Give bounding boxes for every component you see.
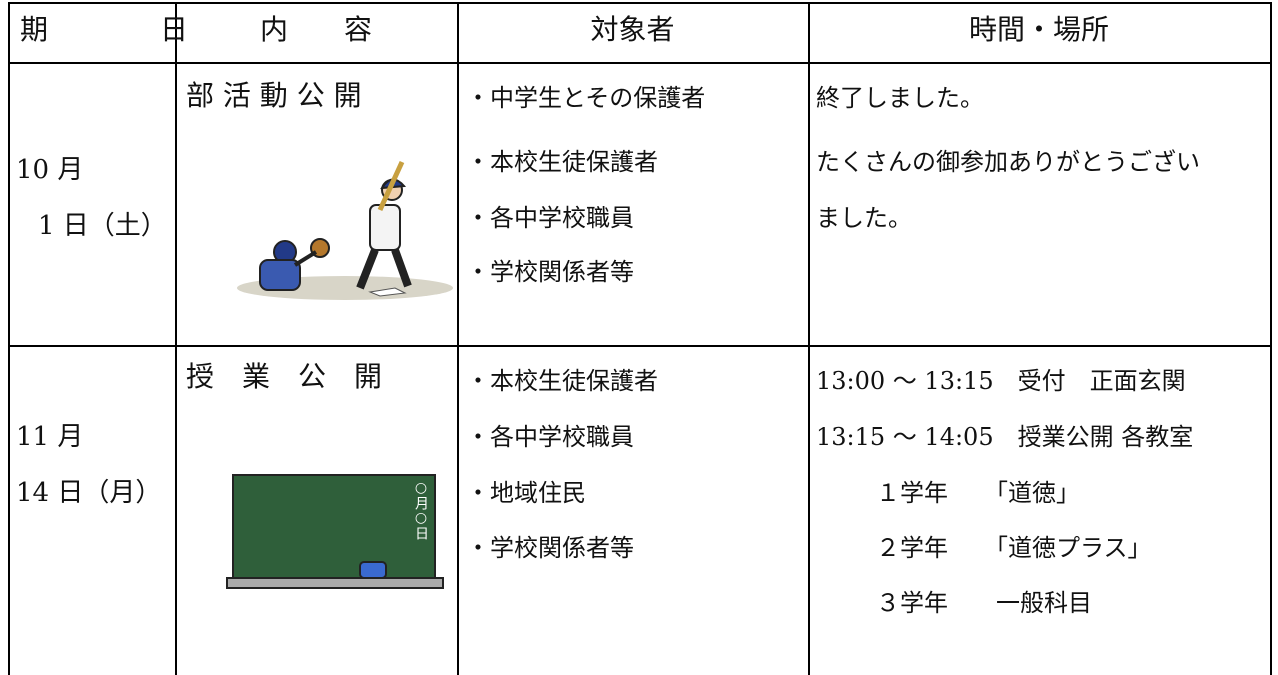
board-text: ○月○日 <box>413 480 429 540</box>
detail: たくさんの御参加ありがとうござい <box>816 148 1200 176</box>
detail: ました。 <box>816 204 912 232</box>
audience: ・学校関係者等 <box>466 258 634 286</box>
detail: 終了しました。 <box>816 84 984 112</box>
date: 10 月 <box>16 155 84 185</box>
header-cell: 時間・場所 <box>968 13 1109 46</box>
event: 部 活 動 公 開 <box>186 79 362 112</box>
event: 授 業 公 開 <box>186 360 383 393</box>
audience: ・本校生徒保護者 <box>466 148 658 176</box>
header-cell: 対象者 <box>590 13 675 46</box>
header-cell: 内 容 <box>259 13 372 46</box>
date: 14 日（月） <box>16 478 162 508</box>
date: 1 日（土） <box>38 211 167 241</box>
row-border <box>8 62 1272 64</box>
header-cell: 期 日 <box>20 13 189 46</box>
column-border <box>1270 2 1272 675</box>
column-border <box>457 2 459 675</box>
row-border <box>8 345 1272 347</box>
audience: ・本校生徒保護者 <box>466 367 658 395</box>
detail: ３学年 一般科目 <box>876 589 1092 617</box>
detail: １学年 「道徳」 <box>876 479 1080 507</box>
column-border <box>175 2 177 675</box>
audience: ・各中学校職員 <box>466 423 634 451</box>
audience: ・学校関係者等 <box>466 534 634 562</box>
detail: ２学年 「道徳プラス」 <box>876 534 1152 562</box>
audience: ・各中学校職員 <box>466 204 634 232</box>
blackboard-illustration: ○月○日 <box>226 474 444 589</box>
date: 11 月 <box>16 422 84 452</box>
row-border <box>8 2 1272 4</box>
column-border <box>8 2 10 675</box>
detail: 13:15 ～ 14:05 授業公開 各教室 <box>816 423 1194 451</box>
column-border <box>808 2 810 675</box>
detail: 13:00 ～ 13:15 受付 正面玄関 <box>816 367 1186 395</box>
audience: ・中学生とその保護者 <box>466 84 706 112</box>
audience: ・地域住民 <box>466 479 586 507</box>
baseball-illustration <box>237 160 453 300</box>
